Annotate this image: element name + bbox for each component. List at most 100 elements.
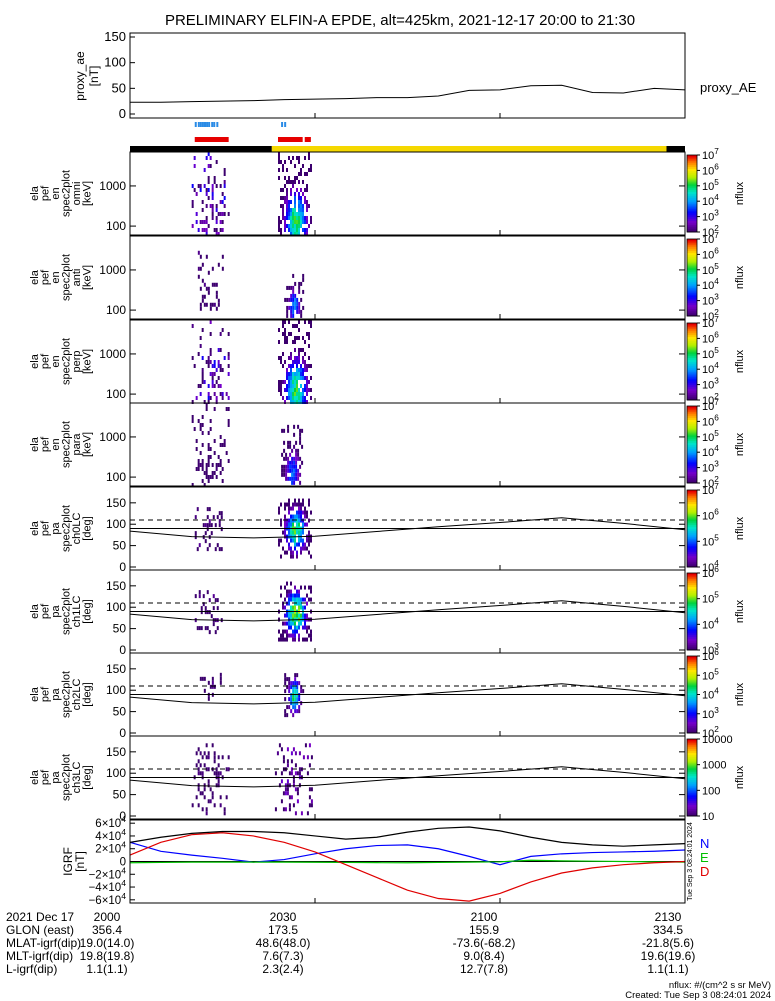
colorbar-cell bbox=[687, 421, 697, 424]
spec-pixel bbox=[308, 550, 310, 555]
spec-pixel bbox=[208, 598, 211, 603]
spec-pixel bbox=[285, 464, 288, 469]
footer-row-label: GLON (east) bbox=[6, 923, 75, 937]
spec-pixel bbox=[206, 610, 209, 615]
colorbar-cell bbox=[687, 467, 697, 471]
colorbar-tick-label: 105 bbox=[702, 667, 719, 682]
spec-pixel bbox=[201, 376, 204, 380]
colorbar-cell bbox=[687, 386, 697, 389]
spec-pixel bbox=[306, 384, 308, 388]
spec-pixel bbox=[284, 597, 286, 602]
spec-pixel bbox=[302, 546, 304, 551]
spec-pixel bbox=[283, 464, 286, 469]
spec-pixel bbox=[304, 400, 306, 404]
spec-pixel bbox=[211, 680, 214, 685]
spec-pixel bbox=[286, 396, 288, 400]
spec-ytick-label: 150 bbox=[106, 579, 126, 593]
spec-pixel bbox=[294, 546, 296, 551]
spec-pixel bbox=[296, 589, 298, 594]
spec-ylabel-line: perp bbox=[71, 350, 83, 372]
spec-pixel bbox=[284, 613, 286, 618]
spec-pixel bbox=[296, 176, 298, 180]
spec-pixel bbox=[302, 518, 304, 523]
spec-pixel bbox=[210, 531, 213, 536]
spec-pixel bbox=[215, 306, 218, 311]
colorbar-cell bbox=[687, 300, 697, 304]
spec-pixel bbox=[288, 783, 291, 788]
spec-pixel bbox=[225, 392, 228, 396]
spec-pixel bbox=[306, 172, 308, 176]
spec-pixel bbox=[286, 309, 289, 314]
spec-pixel bbox=[205, 471, 208, 475]
spec-pixel bbox=[290, 396, 292, 400]
spec-pixel bbox=[300, 518, 302, 523]
spec-pixel bbox=[217, 212, 220, 216]
colorbar-cell bbox=[687, 407, 697, 411]
spec-pixel bbox=[293, 472, 296, 477]
spec-pixel bbox=[215, 475, 218, 479]
spec-ytick-label: 150 bbox=[106, 496, 126, 510]
footer-row-label: 2021 Dec 17 bbox=[6, 910, 75, 924]
spec-pixel bbox=[221, 479, 224, 483]
spec-ylabel-line: [keV] bbox=[82, 432, 94, 457]
spec-pixel bbox=[212, 622, 215, 627]
igrf-line-N bbox=[129, 841, 686, 866]
spec-pixel bbox=[288, 376, 290, 380]
spec-pixel bbox=[290, 538, 292, 543]
colorbar-cell bbox=[687, 713, 697, 717]
spec-pixel bbox=[308, 803, 311, 808]
colorbar-cell bbox=[687, 656, 697, 659]
colorbar-cell bbox=[687, 398, 697, 401]
spec-pixel bbox=[298, 400, 300, 404]
spec-pixel bbox=[283, 428, 286, 433]
spec-pixel bbox=[207, 443, 210, 447]
colorbar-cell bbox=[687, 267, 697, 271]
spec-pixel bbox=[207, 396, 210, 400]
colorbar-cell bbox=[687, 549, 697, 553]
spec-pixel bbox=[278, 388, 280, 392]
spec-pixel bbox=[288, 332, 290, 336]
spec-pixel bbox=[198, 594, 201, 599]
spec-pixel bbox=[203, 751, 206, 756]
spec-pixel bbox=[217, 298, 220, 303]
spec-pixel bbox=[295, 440, 298, 445]
colorbar-cell bbox=[687, 181, 697, 185]
spec-pixel bbox=[310, 589, 312, 594]
spec-ytick-label: 100 bbox=[106, 303, 126, 317]
spec-ylabel-line: [deg] bbox=[82, 599, 94, 623]
spec-pixel bbox=[211, 196, 214, 200]
spec-pixel bbox=[300, 400, 302, 404]
spec-pixel bbox=[296, 597, 298, 602]
spec-pixel bbox=[288, 388, 290, 392]
colorbar-cell bbox=[687, 258, 697, 261]
colorbar-cell bbox=[687, 473, 697, 476]
spec-pixel bbox=[284, 336, 286, 340]
spec-pixel bbox=[199, 302, 202, 307]
colorbar-cell bbox=[687, 565, 697, 568]
spec-pixel bbox=[278, 152, 280, 156]
spec-pixel bbox=[205, 755, 208, 760]
spec-pixel bbox=[209, 475, 212, 479]
spec-ytick-label: 100 bbox=[106, 517, 126, 531]
spec-pixel bbox=[288, 681, 291, 686]
spec-pixel bbox=[310, 168, 312, 172]
colorbar-cell bbox=[687, 380, 697, 384]
footer-row-value: -21.8(5.6) bbox=[641, 936, 695, 950]
spec-pixel bbox=[294, 297, 297, 302]
spec-pixel bbox=[193, 364, 196, 368]
spec-pixel bbox=[281, 468, 284, 473]
spec-pixel bbox=[209, 684, 212, 689]
spec-pixel bbox=[290, 506, 292, 511]
colorbar-cell bbox=[687, 183, 697, 187]
spec-pixel bbox=[201, 328, 204, 332]
spec-pixel bbox=[282, 380, 284, 384]
spec-pixel bbox=[290, 305, 293, 310]
spec-pixel bbox=[288, 320, 290, 324]
spec-ylabel-line: ela bbox=[29, 769, 41, 785]
spec-pixel bbox=[290, 693, 293, 698]
spec-pixel bbox=[288, 212, 290, 216]
spec-pixel bbox=[292, 593, 294, 598]
spec-pixel bbox=[292, 273, 295, 278]
